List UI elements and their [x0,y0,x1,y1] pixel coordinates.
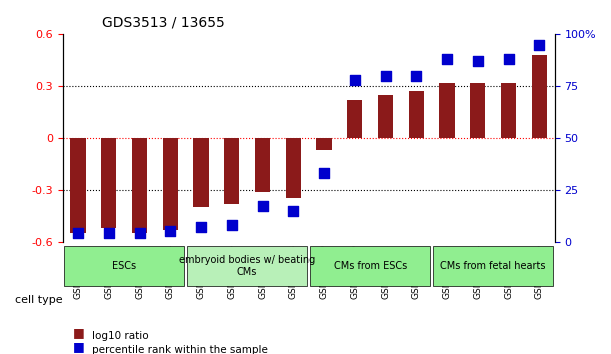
Bar [409,91,424,138]
Text: log10 ratio: log10 ratio [92,331,148,341]
Bar [163,138,178,229]
Point [227,222,236,228]
Bar [378,95,393,138]
Bar [316,138,332,150]
Text: CMs from fetal hearts: CMs from fetal hearts [441,261,546,271]
Text: percentile rank within the sample: percentile rank within the sample [92,346,268,354]
Point [381,73,390,79]
Bar [255,138,270,192]
Text: cell type: cell type [15,295,62,305]
Bar [70,138,86,233]
Text: CMs from ESCs: CMs from ESCs [334,261,407,271]
Point [104,230,114,236]
Bar [470,83,486,138]
Point [258,204,268,209]
Bar [193,138,209,207]
Text: GDS3513 / 13655: GDS3513 / 13655 [102,15,225,29]
Point [442,56,452,62]
FancyBboxPatch shape [187,246,307,286]
FancyBboxPatch shape [433,246,553,286]
Bar [501,83,516,138]
Point [535,42,544,47]
Point [319,170,329,176]
FancyBboxPatch shape [64,246,184,286]
Text: ■: ■ [73,341,85,353]
Bar [439,83,455,138]
Point [473,58,483,64]
Point [134,230,144,236]
Bar [101,138,117,228]
Text: ESCs: ESCs [112,261,136,271]
FancyBboxPatch shape [310,246,430,286]
Bar [132,138,147,233]
Bar [224,138,240,204]
Bar [532,55,547,138]
Point [411,73,421,79]
Text: ■: ■ [73,326,85,339]
Text: embryoid bodies w/ beating
CMs: embryoid bodies w/ beating CMs [179,255,315,276]
Bar [285,138,301,198]
Point [73,230,83,236]
Point [288,208,298,213]
Point [196,224,206,230]
Bar [347,100,362,138]
Point [350,77,360,83]
Point [503,56,513,62]
Point [166,228,175,234]
